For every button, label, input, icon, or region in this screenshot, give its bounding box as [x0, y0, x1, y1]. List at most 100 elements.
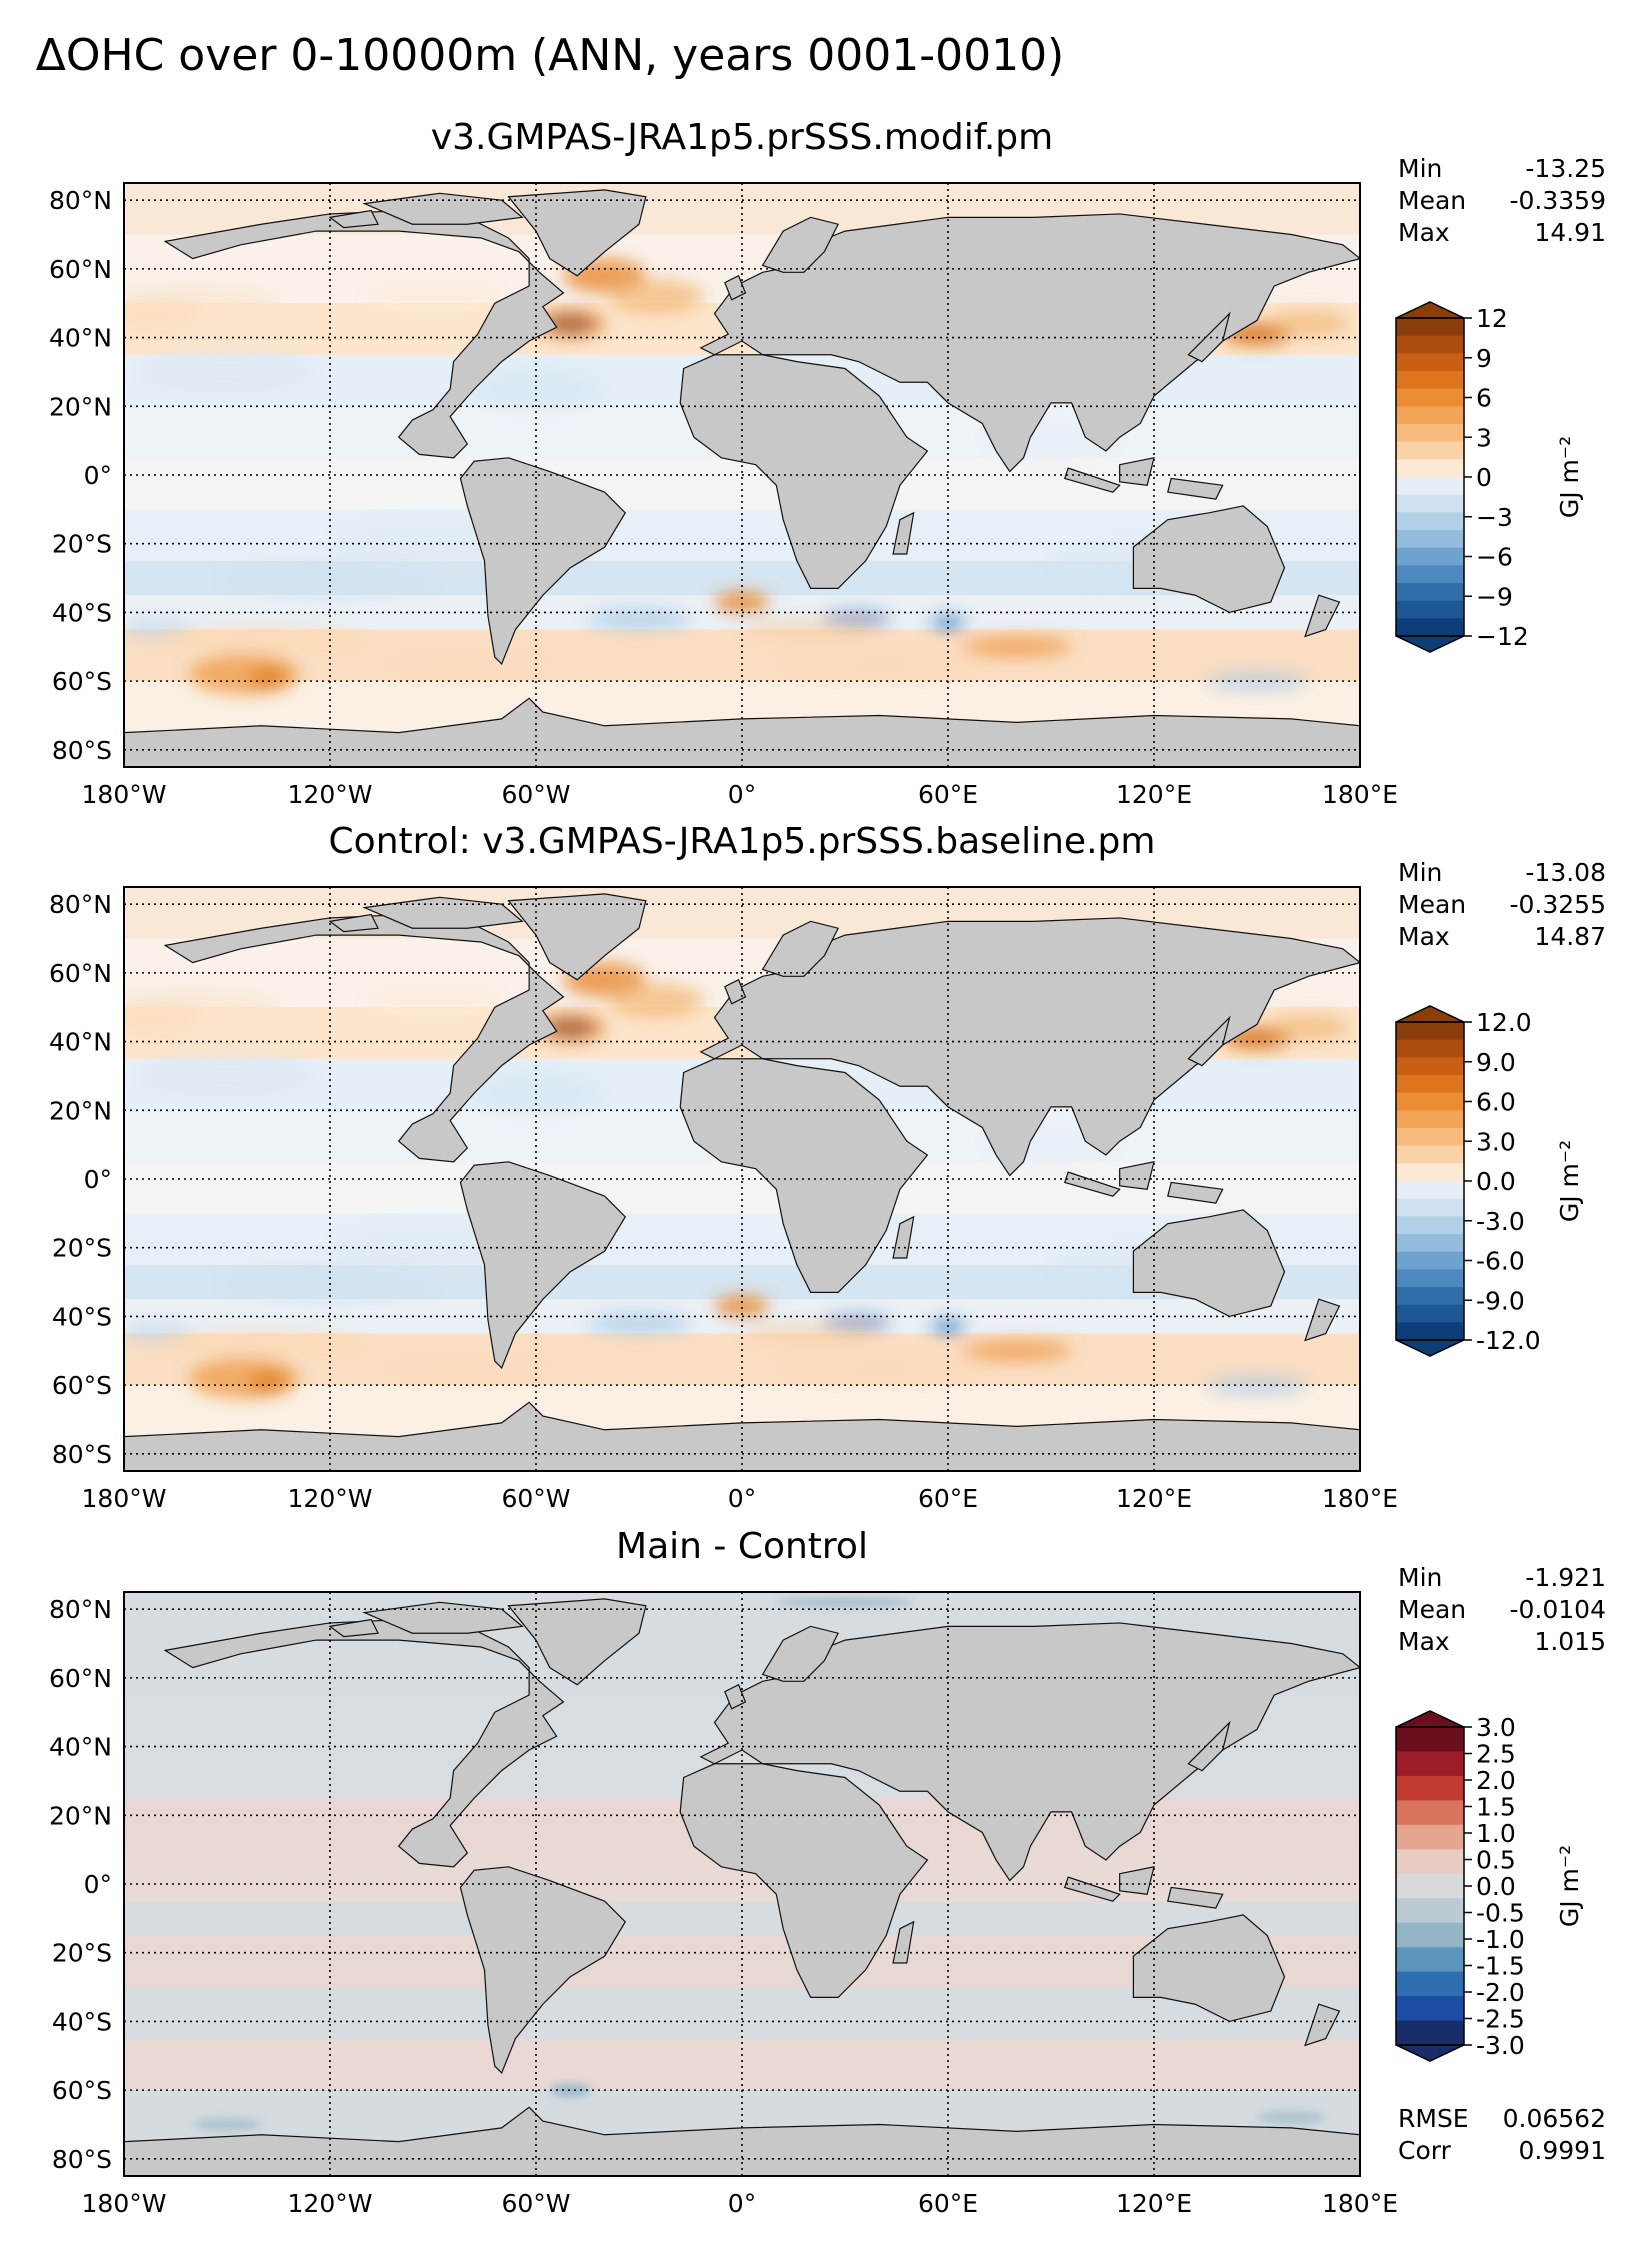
panel1-ytick: 40°N [49, 324, 112, 353]
panel3-gridlines [124, 1592, 1360, 2176]
panel1-colorbar-segment [1396, 353, 1464, 372]
panel2-colorbar-segment [1396, 1039, 1464, 1058]
panel2-colorbar-segment [1396, 1110, 1464, 1129]
panel3-xtick: 120°W [288, 2189, 373, 2218]
panel3-stat-value: -1.921 [1525, 1563, 1606, 1592]
panel1-anomaly [961, 636, 1072, 658]
panel2-stat-value: -0.3255 [1510, 890, 1607, 919]
panel1-anomaly [381, 650, 554, 678]
panel1-anomaly [714, 591, 770, 613]
panel2-anomaly [587, 1312, 691, 1334]
panel3-colorbar-segment [1396, 1996, 1464, 2022]
panel1-colorbar-tick-label: 3 [1476, 423, 1492, 452]
panel2-colorbar-tick-label: 3.0 [1476, 1127, 1516, 1156]
panel2-xtick: 120°W [288, 1484, 373, 1513]
panel1-colorbar-tick-label: −3 [1476, 503, 1513, 532]
panel3-stat-label: Min [1398, 1563, 1442, 1592]
map-panel-3: Main - Control 80°N 60°N 40°N 20°N 0° 20°S 40°S… [49, 1526, 1606, 2218]
panel1-xtick: 120°W [288, 780, 373, 809]
panel1-ytick: 60°N [49, 255, 112, 284]
panel2-colorbar-segment [1396, 1057, 1464, 1076]
panel1-xtick: 180°W [82, 780, 167, 809]
panel3-colorbar-segment [1396, 1971, 1464, 1997]
panel3-colorbar-tick-label: -1.0 [1476, 1925, 1525, 1954]
panel1-colorbar-tick-label: 0 [1476, 463, 1492, 492]
panel3-stat-value: -0.0104 [1510, 1595, 1607, 1624]
panel2-ytick: 40°S [52, 1302, 112, 1331]
panel3-colorbar-tick-label: -2.0 [1476, 1978, 1525, 2007]
panel1-anomaly [158, 626, 365, 654]
panel3-colorbar-extend-min [1395, 2044, 1465, 2062]
panel3-colorbar-tick-label: 2.5 [1476, 1740, 1516, 1769]
panel1-anomaly [536, 310, 605, 338]
panel1-colorbar-segment [1396, 547, 1464, 566]
panel3-colorbar-segment [1396, 1898, 1464, 1924]
panel2-colorbar-segment [1396, 1234, 1464, 1253]
panel1-ytick: 0° [84, 461, 112, 490]
panel2-colorbar-label: GJ m⁻² [1555, 1140, 1584, 1222]
panel1-colorbar-segment [1396, 530, 1464, 549]
panel3-colorbar-segment [1396, 1824, 1464, 1850]
panel1-stat-value: 14.91 [1534, 218, 1606, 247]
panel3-title: Main - Control [616, 1526, 868, 1567]
panel1-colorbar-tick-label: 6 [1476, 384, 1492, 413]
panel2-ytick: 40°N [49, 1028, 112, 1057]
panel3-extra-stat-label: RMSE [1398, 2104, 1469, 2133]
panel1-colorbar-segment [1396, 441, 1464, 460]
panel2-colorbar-tick-label: 0.0 [1476, 1167, 1516, 1196]
panel3-stat-value: 1.015 [1534, 1627, 1606, 1656]
panel3-colorbar-segment [1396, 2020, 1464, 2046]
panel3-colorbar-segment [1396, 1775, 1464, 1801]
panel1-colorbar-segment [1396, 583, 1464, 602]
panel1-colorbar-segment [1396, 477, 1464, 496]
panel3-xtick: 0° [728, 2189, 756, 2218]
panel3-band [124, 2038, 1360, 2091]
panel1-xtick: 60°E [918, 780, 978, 809]
panel2-anomaly [536, 1014, 605, 1042]
panel2-anomaly [608, 983, 705, 1018]
panel3-xtick: 120°E [1116, 2189, 1192, 2218]
panel3-colorbar-tick-label: 0.0 [1476, 1872, 1516, 1901]
panel1-stat-label: Max [1398, 218, 1450, 247]
panel1-xtick: 60°W [501, 780, 570, 809]
panel3-frame [123, 1591, 1361, 2177]
map-panel-2: Control: v3.GMPAS-JRA1p5.prSSS.baseline.… [49, 821, 1606, 1513]
panel1-colorbar-tick-label: −9 [1476, 582, 1513, 611]
panel3-colorbar-segment [1396, 1751, 1464, 1777]
panel2-gridlines [124, 887, 1360, 1471]
panel2-colorbar-segment [1396, 1022, 1464, 1041]
panel2-xtick: 180°W [82, 1484, 167, 1513]
map-panel-1: v3.GMPAS-JRA1p5.prSSS.modif.pm 80°N 60°N 40… [49, 117, 1606, 809]
panel3-colorbar-tick-label: 1.5 [1476, 1793, 1516, 1822]
panel2-colorbar: 12.0 9.0 6.0 3.0 0.0 -3.0 -6.0 -9.0 -12.0 GJ m⁻² [1395, 1005, 1584, 1357]
panel1-xtick: 120°E [1116, 780, 1192, 809]
panel2-colorbar-tick-label: 6.0 [1476, 1088, 1516, 1117]
panel3-ytick: 20°S [52, 1939, 112, 1968]
panel1-colorbar-segment [1396, 388, 1464, 407]
panel3-xtick: 60°W [501, 2189, 570, 2218]
panel2-anomaly [124, 990, 279, 1025]
panel1-stat-value: -13.25 [1525, 154, 1606, 183]
panel1-frame [123, 182, 1361, 768]
panel3-anomalies [192, 1597, 1326, 2132]
panel3-xtick: 180°W [82, 2189, 167, 2218]
panel3-extra-stat-value: 0.9991 [1519, 2136, 1606, 2165]
panel1-anomaly [1205, 670, 1309, 692]
panel3-colorbar-tick-label: -3.0 [1476, 2031, 1525, 2060]
panel2-ytick: 80°S [52, 1440, 112, 1469]
panel1-xtick: 180°E [1322, 780, 1398, 809]
panel1-colorbar-segment [1396, 494, 1464, 513]
panel3-colorbar-tick-label: 1.0 [1476, 1819, 1516, 1848]
panel1-field [124, 183, 1360, 767]
panel2-xtick: 0° [728, 1484, 756, 1513]
panel3-anomaly [549, 2083, 591, 2097]
panel2-xtick: 120°E [1116, 1484, 1192, 1513]
panel2-colorbar-segment [1396, 1181, 1464, 1200]
panel2-colorbar-segment [1396, 1075, 1464, 1094]
panel3-extra-stat-value: 0.06562 [1503, 2104, 1606, 2133]
panel2-colorbar-segment [1396, 1269, 1464, 1288]
panel1-anomaly [742, 619, 880, 640]
panel1-colorbar-tick-label: 9 [1476, 344, 1492, 373]
panel2-colorbar-segment [1396, 1163, 1464, 1182]
